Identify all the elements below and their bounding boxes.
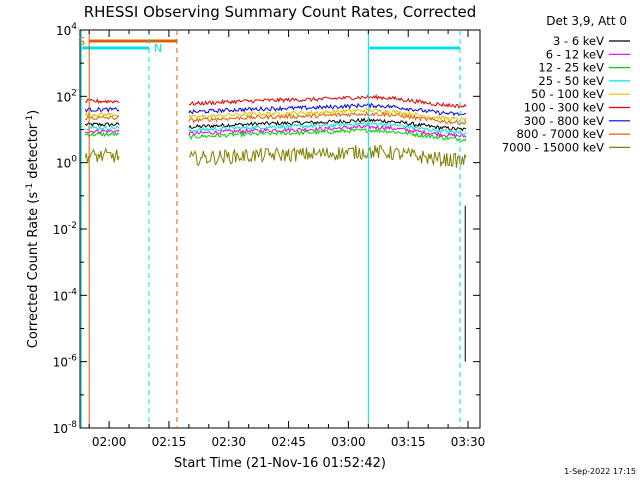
series-line: [188, 120, 467, 135]
series-line: [188, 128, 467, 142]
x-tick-label: 02:30: [211, 435, 246, 449]
y-tick-label: 102: [56, 88, 77, 104]
y-axis-label: Corrected Count Rate (s-1 detector-1): [25, 110, 41, 348]
y-tick-label: 10-4: [53, 287, 78, 303]
y-tick-label: 100: [56, 155, 77, 171]
legend-label: 3 - 6 keV: [553, 34, 604, 48]
y-tick-base: 10: [53, 356, 68, 370]
x-tick-label: 03:00: [331, 435, 366, 449]
legend-label: 800 - 7000 keV: [516, 127, 604, 141]
series-line: [84, 111, 120, 118]
legend-label: 6 - 12 keV: [546, 47, 604, 61]
legend-label: 50 - 100 keV: [531, 87, 604, 101]
series-line: [188, 102, 467, 117]
series-line: [188, 108, 467, 123]
y-tick-exp: -6: [68, 354, 77, 364]
x-tick-label: 02:15: [152, 435, 187, 449]
x-tick-label: 02:45: [271, 435, 306, 449]
legend-label: 300 - 800 keV: [524, 114, 604, 128]
y-tick-label: 104: [56, 22, 77, 38]
series-line: [85, 115, 120, 121]
legend-title: Det 3,9, Att 0: [546, 14, 627, 28]
y-tick-exp: -8: [68, 420, 77, 430]
interval-markers: [80, 30, 466, 428]
y-tick-label: 10-6: [53, 354, 78, 370]
y-tick-label: 10-2: [53, 221, 77, 237]
y-tick-base: 10: [56, 24, 71, 38]
y-tick-base: 10: [53, 223, 68, 237]
night-intervals: N: [82, 42, 461, 55]
y-tick-base: 10: [53, 289, 68, 303]
y-tick-exp: 0: [71, 155, 77, 165]
series-line: [85, 128, 120, 134]
y-label-part: ): [26, 110, 41, 115]
y-tick-exp: 4: [71, 22, 77, 32]
chart-title: RHESSI Observing Summary Count Rates, Co…: [84, 3, 477, 21]
y-tick-exp: -2: [68, 221, 77, 231]
y-tick-exp: 2: [71, 88, 77, 98]
series-line: [188, 94, 467, 110]
y-label-part: Corrected Count Rate (s: [26, 192, 41, 349]
x-axis-label: Start Time (21-Nov-16 01:52:42): [174, 456, 386, 471]
series-line: [85, 125, 120, 131]
x-tick-label: 03:30: [451, 435, 486, 449]
night-label: N: [154, 42, 162, 55]
x-tick-label: 03:15: [391, 435, 426, 449]
y-tick-base: 10: [53, 422, 68, 436]
legend-label: 12 - 25 keV: [538, 61, 604, 75]
series-line: [84, 147, 120, 164]
y-tick-base: 10: [56, 90, 71, 104]
y-label-part: detector: [26, 123, 41, 183]
series-line: [188, 144, 467, 168]
series-line: [188, 124, 467, 139]
series-line: [84, 121, 120, 128]
series-line: [188, 110, 467, 126]
series-layer: [84, 94, 467, 168]
series-line: [85, 98, 120, 104]
y-tick-base: 10: [56, 157, 71, 171]
y-tick-label: 10-8: [53, 420, 78, 436]
legend-label: 7000 - 15000 keV: [502, 140, 604, 154]
y-tick-exp: -4: [68, 287, 77, 297]
legend-label: 100 - 300 keV: [524, 101, 604, 115]
y-label-sup: -1: [25, 115, 35, 124]
x-axis: 02:00 02:15 02:30 02:45 03:00 03:15 03:30: [88, 30, 486, 449]
series-line: [84, 106, 120, 113]
plot-frame: [79, 29, 481, 429]
series-line: [188, 117, 467, 132]
y-label-sup: -1: [25, 183, 35, 192]
x-tick-label: 02:00: [92, 435, 127, 449]
series-line: [85, 131, 120, 138]
footer-timestamp: 1-Sep-2022 17:15: [564, 467, 636, 476]
legend-label: 25 - 50 keV: [538, 74, 604, 88]
